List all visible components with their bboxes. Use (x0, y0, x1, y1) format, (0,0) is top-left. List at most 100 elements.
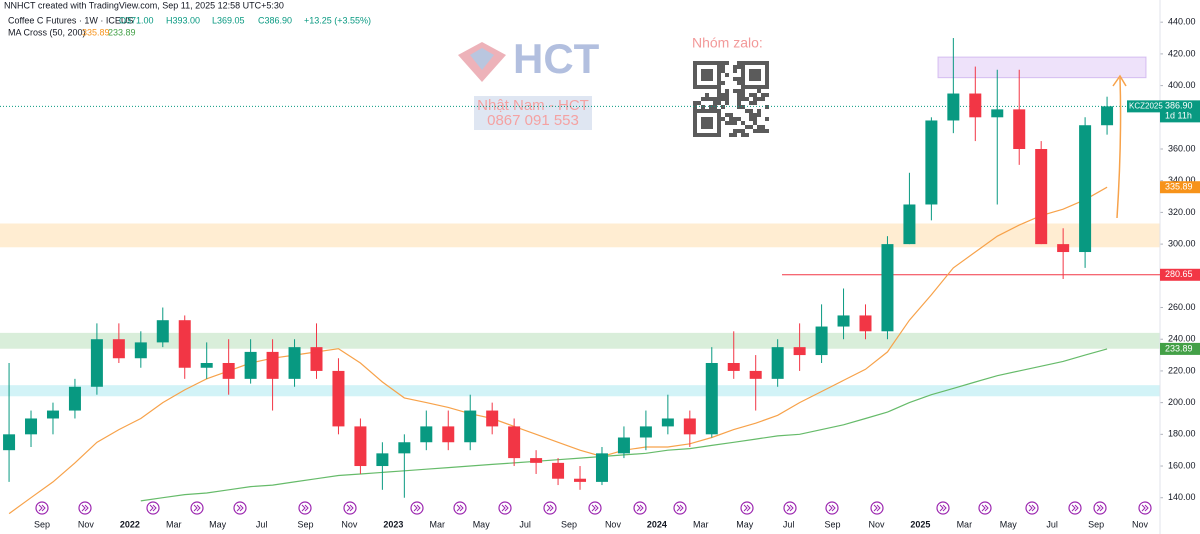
qr-cell (737, 93, 741, 97)
qr-cell (757, 125, 761, 129)
candle-body (925, 120, 938, 205)
ma-line (140, 348, 1108, 502)
event-glyph (873, 504, 881, 512)
event-glyph (1141, 504, 1149, 512)
candle-body (727, 362, 740, 371)
qr-cell (761, 85, 765, 89)
x-tick-label: May (473, 519, 491, 529)
qr-cell (693, 81, 697, 85)
ohlc: O371.00 (119, 15, 154, 25)
x-tick-label: Nov (341, 519, 358, 529)
qr-cell (725, 61, 729, 65)
qr-cell (757, 69, 761, 73)
qr-cell (745, 61, 749, 65)
candle-body (442, 426, 455, 443)
y-tick-label: 240.00 (1168, 334, 1196, 344)
qr-cell (753, 85, 757, 89)
qr-cell (717, 81, 721, 85)
qr-cell (717, 65, 721, 69)
qr-cell (717, 77, 721, 81)
x-tick-label: 2023 (383, 519, 403, 529)
qr-cell (697, 85, 701, 89)
qr-cell (709, 69, 713, 73)
qr-cell (753, 113, 757, 117)
x-tick-label: Jul (256, 519, 268, 529)
qr-cell (741, 85, 745, 89)
qr-cell (749, 101, 753, 105)
qr-cell (741, 65, 745, 69)
event-glyph (636, 504, 644, 512)
qr-cell (709, 125, 713, 129)
ohlc: H393.00 (166, 15, 200, 25)
qr-cell (705, 85, 709, 89)
ohlc: +13.25 (+3.55%) (304, 15, 371, 25)
qr-cell (713, 133, 717, 137)
qr-cell (729, 121, 733, 125)
event-glyph (193, 504, 201, 512)
qr-cell (757, 97, 761, 101)
price-label: 280.65 (1165, 269, 1193, 279)
candle-body (683, 418, 696, 435)
qr-cell (753, 93, 757, 97)
qr-cell (749, 77, 753, 81)
candle-body (574, 478, 587, 482)
candle-body (354, 426, 367, 467)
qr-cell (725, 89, 729, 93)
x-tick-label: Sep (561, 519, 577, 529)
qr-cell (693, 117, 697, 121)
candle-body (1101, 106, 1114, 126)
y-tick-label: 340.00 (1168, 175, 1196, 185)
arrow (1116, 77, 1122, 219)
qr-cell (749, 69, 753, 73)
candle-body (25, 418, 38, 435)
candle-body (661, 418, 674, 427)
event-glyph (786, 504, 794, 512)
name-box (474, 96, 592, 130)
candle-body (134, 342, 147, 359)
qr-cell (705, 93, 709, 97)
qr-cell (765, 129, 769, 133)
qr-cell (701, 61, 705, 65)
x-tick-label: Sep (34, 519, 50, 529)
candle-body (1035, 149, 1048, 245)
x-tick-label: Nov (78, 519, 95, 529)
event-glyph (38, 504, 46, 512)
qr-cell (733, 117, 737, 121)
credit: NNHCT created with TradingView.com, Sep … (4, 0, 284, 10)
event-glyph (149, 504, 157, 512)
qr-cell (701, 109, 705, 113)
qr-cell (737, 129, 741, 133)
event-glyph (981, 504, 989, 512)
qr-cell (745, 97, 749, 101)
qr-cell (713, 101, 717, 105)
zone (937, 56, 1147, 79)
qr-cell (709, 133, 713, 137)
qr-cell (757, 77, 761, 81)
qr-cell (725, 97, 729, 101)
qr-cell (697, 133, 701, 137)
event-glyph (676, 504, 684, 512)
qr-cell (737, 61, 741, 65)
qr-cell (705, 61, 709, 65)
candle-body (595, 453, 608, 482)
candle-body (793, 347, 806, 356)
symbol: Coffee C Futures · 1W · ICEUS (8, 15, 133, 25)
candle-body (310, 347, 323, 371)
qr-cell (745, 125, 749, 129)
x-tick-label: 2025 (910, 519, 930, 529)
qr-cell (705, 125, 709, 129)
qr-cell (753, 117, 757, 121)
candle-body (1057, 244, 1070, 253)
qr-cell (741, 121, 745, 125)
candle-body (178, 320, 191, 368)
candle-body (837, 315, 850, 327)
candle-body (639, 426, 652, 438)
qr-cell (693, 73, 697, 77)
qr-cell (741, 97, 745, 101)
qr-cell (741, 81, 745, 85)
qr-cell (701, 105, 705, 109)
qr-cell (693, 129, 697, 133)
candle-body (376, 453, 389, 467)
qr-cell (741, 89, 745, 93)
qr-cell (693, 109, 697, 113)
